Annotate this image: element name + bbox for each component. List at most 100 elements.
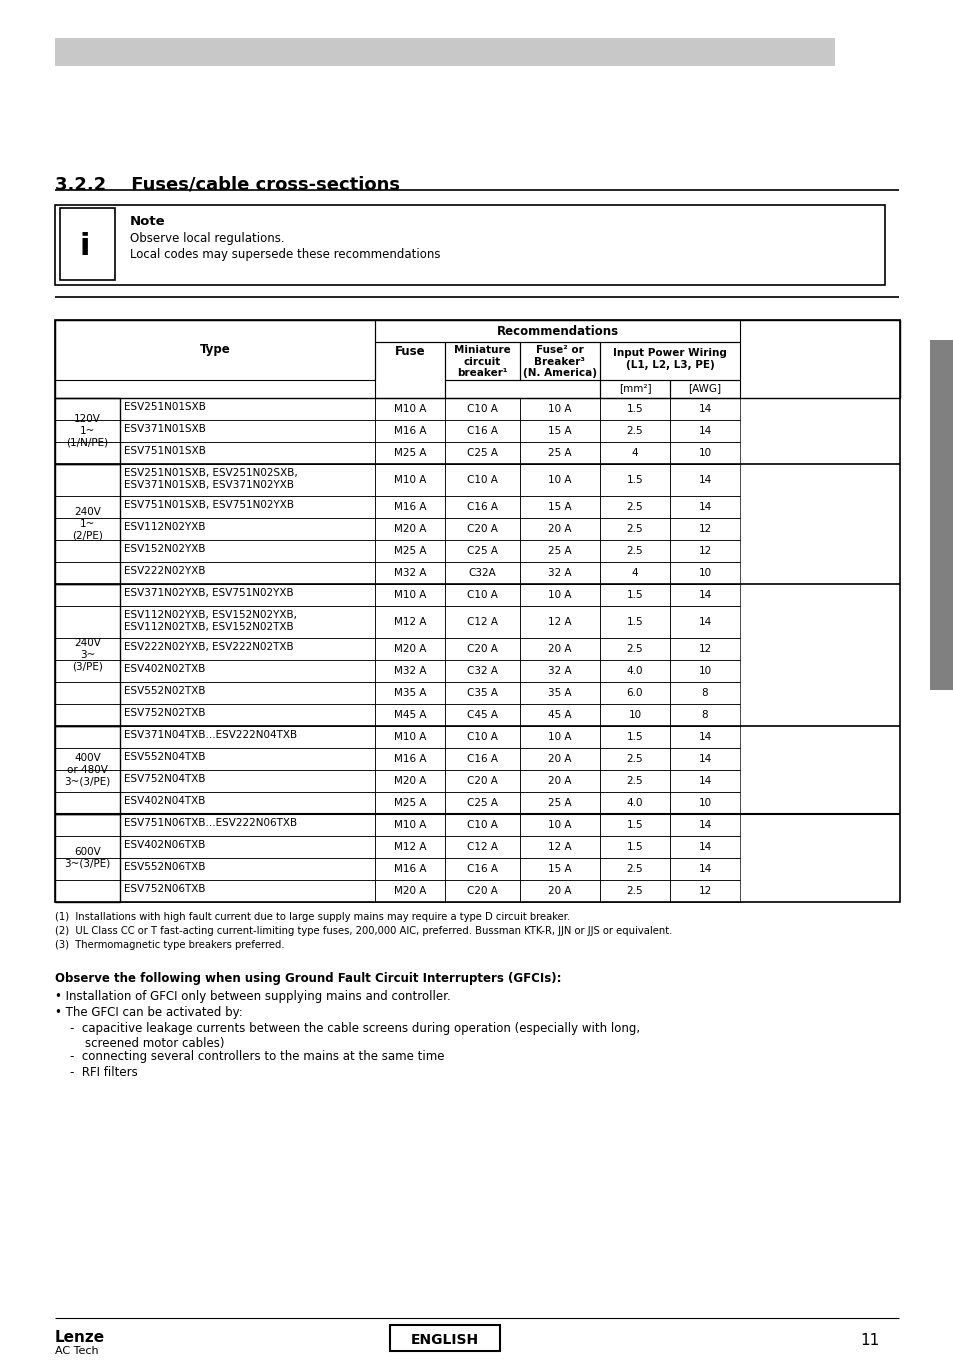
Text: Lenze: Lenze [55, 1330, 105, 1345]
Text: M32 A: M32 A [394, 568, 426, 578]
Bar [444, 398, 519, 420]
Text: 10 A: 10 A [548, 590, 571, 600]
Bar [120, 682, 375, 705]
Bar [55, 770, 120, 792]
Text: 4.0: 4.0 [626, 667, 642, 676]
Text: 25 A: 25 A [548, 448, 571, 458]
Bar [55, 398, 120, 463]
Text: 20 A: 20 A [548, 754, 571, 765]
Text: Recommendations: Recommendations [496, 324, 618, 338]
Bar [669, 638, 740, 660]
Bar [599, 726, 669, 748]
Bar [120, 442, 375, 463]
Text: 14: 14 [698, 617, 711, 627]
Text: M20 A: M20 A [394, 886, 426, 895]
Bar [444, 518, 519, 540]
Bar [599, 814, 669, 836]
Text: 32 A: 32 A [548, 568, 571, 578]
Bar [444, 463, 519, 496]
Bar [444, 380, 599, 398]
Bar [120, 496, 375, 518]
Bar [375, 463, 444, 496]
Text: 12: 12 [698, 523, 711, 534]
Bar [669, 380, 740, 398]
Bar [120, 660, 375, 682]
Text: M32 A: M32 A [394, 667, 426, 676]
Bar [519, 660, 599, 682]
Bar [669, 748, 740, 770]
Text: i: i [80, 232, 91, 260]
Text: C32 A: C32 A [467, 667, 497, 676]
Bar [120, 420, 375, 442]
Bar [669, 770, 740, 792]
Bar [120, 748, 375, 770]
Bar [375, 562, 444, 583]
Bar [519, 398, 599, 420]
Bar [599, 540, 669, 562]
Text: ESV152N02YXB: ESV152N02YXB [124, 544, 205, 553]
Bar [55, 857, 120, 880]
Text: C35 A: C35 A [467, 688, 497, 698]
Text: 8: 8 [701, 710, 707, 720]
Bar [375, 540, 444, 562]
Bar [669, 496, 740, 518]
Text: C10 A: C10 A [467, 403, 497, 414]
Bar [120, 857, 375, 880]
Text: C20 A: C20 A [467, 643, 497, 654]
Text: 14: 14 [698, 474, 711, 485]
Text: 1.5: 1.5 [626, 821, 642, 830]
Bar [444, 857, 519, 880]
Text: M16 A: M16 A [394, 754, 426, 765]
Bar [375, 880, 444, 902]
Text: C10 A: C10 A [467, 821, 497, 830]
Bar [599, 660, 669, 682]
Text: ESV371N01SXB: ESV371N01SXB [124, 424, 206, 433]
Text: 240V
1~
(2/PE): 240V 1~ (2/PE) [72, 507, 103, 541]
Text: (1)  Installations with high fault current due to large supply mains may require: (1) Installations with high fault curren… [55, 912, 570, 921]
Text: 12 A: 12 A [548, 842, 571, 852]
Text: 14: 14 [698, 590, 711, 600]
Bar [55, 320, 899, 398]
Bar [375, 420, 444, 442]
Bar [929, 339, 953, 690]
Bar [444, 540, 519, 562]
Text: ESV251N01SXB, ESV251N02SXB,
ESV371N01SXB, ESV371N02YXB: ESV251N01SXB, ESV251N02SXB, ESV371N01SXB… [124, 468, 297, 489]
Text: M16 A: M16 A [394, 864, 426, 874]
Bar [55, 748, 120, 770]
Text: M20 A: M20 A [394, 523, 426, 534]
Bar [669, 518, 740, 540]
Text: 10: 10 [698, 667, 711, 676]
Bar [55, 638, 120, 660]
Text: 20 A: 20 A [548, 643, 571, 654]
Text: 1.5: 1.5 [626, 474, 642, 485]
Text: 2.5: 2.5 [626, 547, 642, 556]
Text: 2.5: 2.5 [626, 776, 642, 786]
Text: Type: Type [199, 343, 230, 356]
Text: 2.5: 2.5 [626, 427, 642, 436]
Text: 14: 14 [698, 821, 711, 830]
Bar [444, 770, 519, 792]
Text: 2.5: 2.5 [626, 864, 642, 874]
Bar [519, 726, 599, 748]
Text: M45 A: M45 A [394, 710, 426, 720]
Bar [120, 562, 375, 583]
Text: 10 A: 10 A [548, 732, 571, 741]
Bar [519, 496, 599, 518]
Text: Input Power Wiring
(L1, L2, L3, PE): Input Power Wiring (L1, L2, L3, PE) [613, 348, 726, 369]
Bar [375, 342, 444, 398]
Text: 2.5: 2.5 [626, 886, 642, 895]
Bar [375, 638, 444, 660]
Bar [55, 814, 120, 836]
Text: ESV552N04TXB: ESV552N04TXB [124, 752, 205, 762]
Text: C16 A: C16 A [467, 427, 497, 436]
Bar [375, 814, 444, 836]
Bar [120, 792, 375, 814]
Bar [599, 562, 669, 583]
Bar [444, 583, 519, 607]
Bar [519, 518, 599, 540]
Text: 120V
1~
(1/N/PE): 120V 1~ (1/N/PE) [67, 414, 109, 447]
Text: C25 A: C25 A [467, 547, 497, 556]
Text: ESV752N02TXB: ESV752N02TXB [124, 707, 205, 718]
Text: 1.5: 1.5 [626, 590, 642, 600]
Bar [519, 682, 599, 705]
